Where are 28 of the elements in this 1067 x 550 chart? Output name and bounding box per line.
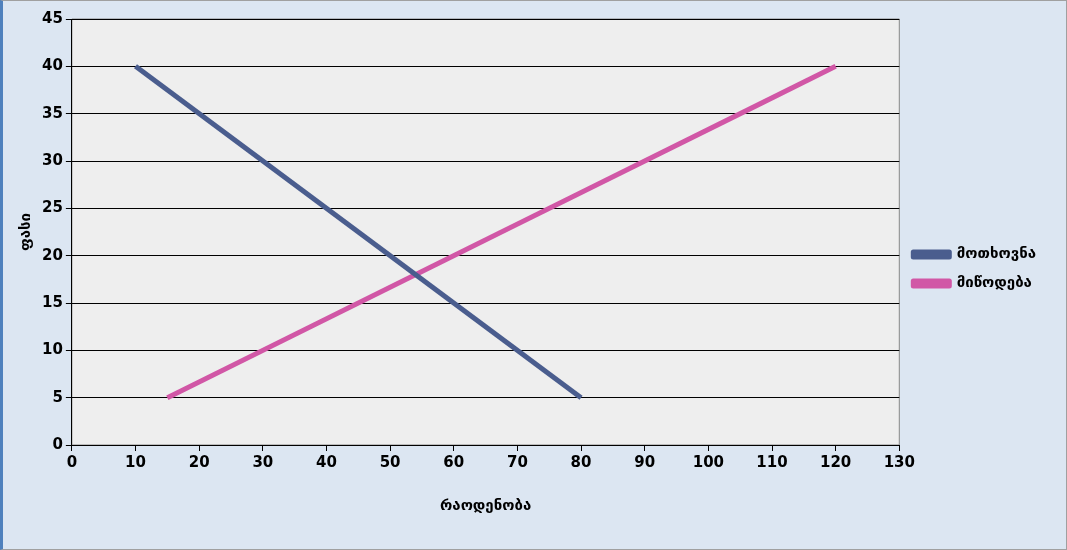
y-tick-label: 25	[42, 198, 63, 217]
y-tick-label: 15	[42, 292, 63, 311]
legend-label: მიწოდება	[956, 273, 1032, 292]
y-tick-label: 0	[52, 434, 63, 453]
y-tick-label: 20	[42, 245, 63, 264]
y-tick-label: 45	[42, 8, 63, 27]
x-tick-label: 100	[692, 452, 725, 471]
x-tick-label: 0	[66, 452, 78, 471]
x-tick-label: 80	[570, 452, 592, 471]
y-tick-label: 10	[42, 340, 63, 359]
x-tick-label: 120	[820, 452, 852, 471]
y-tick-label: 40	[42, 56, 63, 75]
x-tick-label: 30	[252, 452, 274, 471]
x-axis-title: რაოდენობა	[439, 495, 532, 514]
x-tick-label: 40	[316, 452, 337, 471]
x-tick-label: 50	[379, 452, 401, 471]
legend-label: მოთხოვნა	[956, 244, 1037, 263]
x-tick-label: 20	[188, 452, 210, 471]
x-tick-label: 90	[634, 452, 656, 471]
x-tick-label: 130	[883, 452, 915, 471]
x-tick-label: 60	[443, 452, 465, 471]
y-tick-label: 30	[42, 150, 63, 169]
y-axis-title: ფასი	[15, 212, 34, 252]
x-tick-label: 10	[125, 452, 146, 471]
x-tick-label: 70	[506, 452, 528, 471]
x-tick-label: 110	[756, 452, 788, 471]
y-tick-label: 35	[42, 103, 63, 122]
y-tick-label: 5	[52, 387, 63, 406]
